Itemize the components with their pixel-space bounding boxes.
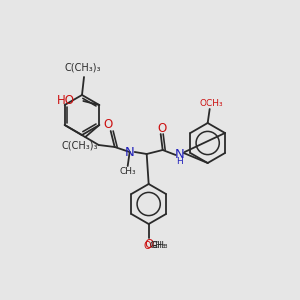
Text: N: N xyxy=(125,146,135,158)
Text: O: O xyxy=(157,122,166,134)
Text: N: N xyxy=(175,148,184,160)
Text: HO: HO xyxy=(57,94,75,107)
Text: C(CH₃)₃: C(CH₃)₃ xyxy=(61,140,98,150)
Text: CH₃: CH₃ xyxy=(152,241,168,250)
Text: OCH₃: OCH₃ xyxy=(200,98,224,107)
Text: O: O xyxy=(103,118,112,131)
Text: CH₃: CH₃ xyxy=(119,167,136,176)
Text: O: O xyxy=(144,238,153,251)
Text: H: H xyxy=(176,158,183,166)
Text: O: O xyxy=(144,241,152,251)
Text: C(CH₃)₃: C(CH₃)₃ xyxy=(65,63,101,73)
Text: CH₃: CH₃ xyxy=(149,242,166,250)
